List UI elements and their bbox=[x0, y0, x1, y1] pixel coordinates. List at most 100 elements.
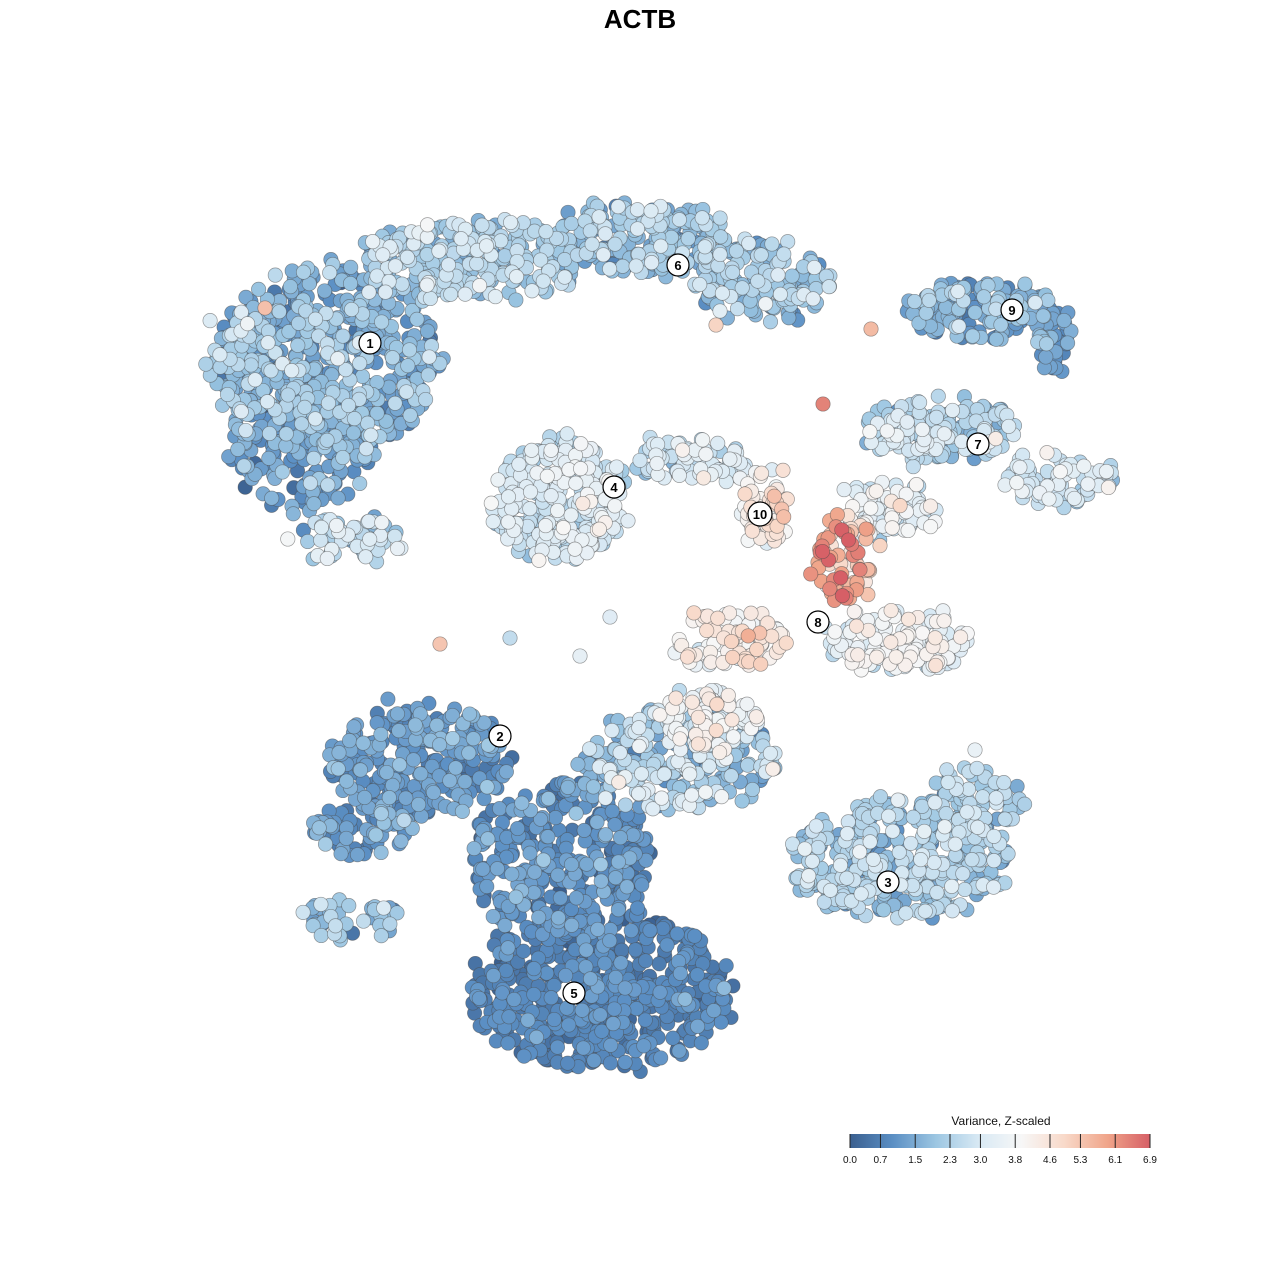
cell-point bbox=[638, 953, 654, 969]
cell-point bbox=[550, 867, 566, 883]
cell-point bbox=[883, 634, 899, 650]
cell-point bbox=[357, 789, 373, 806]
cell-point bbox=[550, 910, 566, 926]
cell-point bbox=[827, 624, 843, 640]
cell-point bbox=[739, 696, 755, 712]
cell-point bbox=[259, 394, 275, 410]
cell-point bbox=[389, 706, 406, 722]
cell-point bbox=[608, 870, 624, 886]
cell-point bbox=[1100, 479, 1116, 496]
cell-point bbox=[750, 273, 766, 289]
cluster-label-text: 8 bbox=[814, 615, 821, 630]
cell-point bbox=[890, 792, 906, 808]
cell-point bbox=[740, 628, 756, 644]
cell-point bbox=[398, 790, 414, 806]
cell-point bbox=[839, 870, 855, 886]
cell-point bbox=[516, 1048, 532, 1064]
cell-point bbox=[319, 550, 335, 567]
cell-point bbox=[959, 804, 975, 820]
cell-point bbox=[885, 823, 901, 839]
cell-point bbox=[680, 231, 696, 247]
cell-point bbox=[335, 328, 351, 344]
cell-point bbox=[597, 955, 613, 971]
cell-point bbox=[420, 367, 436, 383]
cell-point bbox=[335, 449, 351, 466]
cell-point bbox=[527, 864, 543, 880]
cell-point bbox=[947, 836, 963, 852]
cell-point bbox=[602, 1055, 619, 1071]
cell-point bbox=[578, 942, 594, 958]
cell-point bbox=[328, 517, 345, 534]
cell-point bbox=[572, 648, 588, 664]
colorbar-tick-label: 2.3 bbox=[943, 1155, 957, 1166]
cell-point bbox=[655, 920, 671, 937]
cell-point bbox=[419, 217, 436, 233]
cell-point bbox=[568, 890, 584, 906]
cell-point bbox=[1080, 476, 1096, 492]
cell-point bbox=[576, 822, 592, 838]
cell-point bbox=[503, 214, 519, 231]
colorbar-tick-label: 3.8 bbox=[1008, 1155, 1022, 1166]
cell-point bbox=[346, 719, 362, 735]
cell-point bbox=[602, 933, 618, 949]
cell-point bbox=[724, 712, 740, 728]
colorbar-tick-label: 5.3 bbox=[1073, 1155, 1087, 1166]
cell-point bbox=[474, 217, 490, 233]
cell-point bbox=[354, 368, 371, 384]
cell-point bbox=[570, 756, 586, 772]
colorbar: 0.0 0.7 1.5 2.3 3.0 3.8 4.6 5.3 6.1 6.9 bbox=[843, 1134, 1157, 1166]
cell-point bbox=[461, 745, 477, 761]
cell-point bbox=[710, 610, 726, 626]
cell-point bbox=[365, 234, 381, 250]
cell-point bbox=[247, 372, 263, 388]
cell-point bbox=[198, 356, 214, 372]
cell-point bbox=[936, 613, 952, 629]
cell-point bbox=[306, 496, 322, 512]
cell-point bbox=[852, 562, 868, 578]
cell-point bbox=[563, 507, 579, 523]
cell-point bbox=[543, 990, 559, 1006]
cell-point bbox=[557, 269, 573, 285]
cell-point bbox=[342, 275, 359, 292]
cell-point bbox=[361, 513, 377, 529]
cell-point bbox=[558, 967, 574, 984]
cell-point bbox=[776, 246, 792, 262]
cell-point bbox=[385, 350, 401, 366]
cell-point bbox=[592, 1007, 608, 1023]
cell-point bbox=[573, 461, 589, 477]
cell-point bbox=[399, 249, 415, 265]
cell-point bbox=[762, 745, 778, 761]
cell-point bbox=[340, 397, 357, 414]
cell-point bbox=[605, 1016, 621, 1032]
cell-point bbox=[432, 636, 448, 652]
cluster-label: 3 bbox=[876, 870, 900, 894]
cell-point bbox=[1027, 295, 1043, 311]
cell-point bbox=[955, 866, 971, 882]
cell-point bbox=[629, 202, 645, 218]
cell-point bbox=[285, 506, 301, 522]
cell-point bbox=[274, 464, 290, 480]
cell-point bbox=[508, 269, 525, 285]
cell-point bbox=[373, 806, 389, 822]
cell-point bbox=[593, 856, 609, 873]
cell-point bbox=[1056, 312, 1072, 329]
cell-point bbox=[725, 649, 741, 665]
cell-point bbox=[546, 1011, 562, 1028]
cell-point bbox=[815, 396, 831, 412]
cell-point bbox=[869, 649, 885, 665]
cell-point bbox=[610, 902, 626, 918]
cell-point bbox=[619, 879, 635, 895]
cell-point bbox=[718, 958, 734, 974]
cell-point bbox=[801, 868, 817, 884]
cell-point bbox=[405, 752, 422, 768]
cell-point bbox=[653, 238, 669, 254]
cell-point bbox=[555, 520, 571, 536]
cell-point bbox=[573, 436, 589, 452]
cell-point bbox=[1076, 458, 1092, 474]
cell-point bbox=[863, 500, 879, 516]
cell-point bbox=[900, 611, 917, 627]
cell-point bbox=[988, 790, 1004, 806]
cell-point bbox=[734, 793, 750, 809]
cell-point bbox=[515, 943, 531, 959]
cell-point bbox=[448, 760, 464, 776]
